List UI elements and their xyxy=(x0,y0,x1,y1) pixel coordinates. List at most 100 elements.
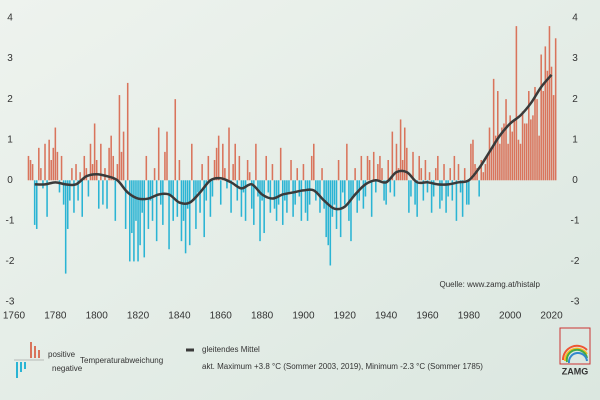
y-tick-label: 3 xyxy=(7,53,13,64)
bar xyxy=(441,180,443,201)
bar xyxy=(366,155,369,181)
bar xyxy=(153,168,156,181)
bar xyxy=(242,180,245,193)
bar xyxy=(60,155,63,181)
bar xyxy=(62,180,65,205)
bar xyxy=(317,180,319,193)
x-tick-label: 1900 xyxy=(292,311,315,322)
bar xyxy=(166,131,168,181)
bar xyxy=(395,143,398,181)
bar xyxy=(209,180,212,217)
bar xyxy=(238,155,241,181)
bar xyxy=(232,164,234,181)
bar xyxy=(459,180,462,193)
bar xyxy=(184,180,187,254)
bar xyxy=(439,180,441,209)
bar xyxy=(176,180,179,217)
bar xyxy=(296,168,299,181)
legend-negative: negative xyxy=(52,364,83,373)
bar xyxy=(95,160,98,181)
bar xyxy=(149,180,152,201)
bar xyxy=(313,143,315,181)
x-tick-label: 1840 xyxy=(168,311,191,322)
bar xyxy=(73,180,75,213)
legend-swatch xyxy=(16,362,18,378)
bar xyxy=(434,168,437,181)
bar xyxy=(93,123,96,181)
bar xyxy=(87,180,90,197)
bar xyxy=(213,160,216,181)
bar xyxy=(420,168,423,181)
bar xyxy=(536,99,538,181)
bar xyxy=(91,164,94,181)
bar xyxy=(412,151,414,181)
bar xyxy=(199,180,201,213)
bar xyxy=(437,155,439,181)
bar xyxy=(416,180,418,217)
bar xyxy=(224,168,226,181)
bar xyxy=(77,180,79,201)
bar xyxy=(215,147,218,181)
bar xyxy=(377,164,379,181)
x-tick-label: 1860 xyxy=(210,311,233,322)
bar xyxy=(259,180,261,242)
bar xyxy=(302,164,305,181)
bar xyxy=(170,180,172,197)
bar xyxy=(267,180,270,193)
logo: ZAMG xyxy=(559,327,591,376)
bar xyxy=(104,168,106,181)
bar xyxy=(403,127,406,181)
bar xyxy=(455,180,458,221)
bar xyxy=(139,180,141,246)
bar xyxy=(197,180,199,193)
bar xyxy=(246,160,249,181)
bar xyxy=(331,180,334,217)
logo-arc xyxy=(563,347,588,362)
bar xyxy=(408,180,410,213)
bar xyxy=(106,180,108,209)
bar xyxy=(482,172,485,181)
bar xyxy=(112,155,115,181)
bar xyxy=(470,143,472,181)
bar xyxy=(333,180,336,205)
bar xyxy=(507,143,509,181)
bar xyxy=(124,180,127,229)
y-tick-label: 2 xyxy=(7,94,13,105)
bar xyxy=(410,180,412,197)
note: akt. Maximum +3.8 °C (Sommer 2003, 2019)… xyxy=(202,362,483,371)
bar xyxy=(389,180,392,193)
bar xyxy=(217,135,220,181)
y2-tick-label: 4 xyxy=(572,13,578,24)
bar xyxy=(164,151,166,181)
bar xyxy=(414,180,416,205)
bar xyxy=(277,180,280,205)
bar xyxy=(354,168,356,181)
bar xyxy=(122,131,125,181)
bar xyxy=(29,160,32,181)
bar xyxy=(40,168,42,181)
bar xyxy=(143,180,146,258)
legend-swatch xyxy=(38,350,40,358)
bar xyxy=(110,135,112,181)
legend-swatch xyxy=(30,342,32,358)
x-tick-label: 1760 xyxy=(3,311,26,322)
source: Quelle: www.zamg.at/histalp xyxy=(440,280,541,289)
x-tick-label: 1820 xyxy=(127,311,150,322)
y2-tick-label: 3 xyxy=(572,53,578,64)
y2-tick-label: -1 xyxy=(571,215,580,226)
legend-series: Temperaturabweichung xyxy=(80,356,163,365)
bar xyxy=(387,160,389,181)
bar xyxy=(486,155,489,181)
bar xyxy=(476,168,478,181)
bar xyxy=(356,180,358,213)
bar xyxy=(350,180,352,242)
bar xyxy=(497,91,499,181)
bar xyxy=(368,160,371,181)
logo-arc xyxy=(561,344,588,361)
bar xyxy=(151,180,154,221)
bar xyxy=(362,180,365,209)
bar xyxy=(180,180,183,242)
bar xyxy=(515,26,518,181)
bar xyxy=(370,180,373,217)
bar xyxy=(108,147,110,181)
